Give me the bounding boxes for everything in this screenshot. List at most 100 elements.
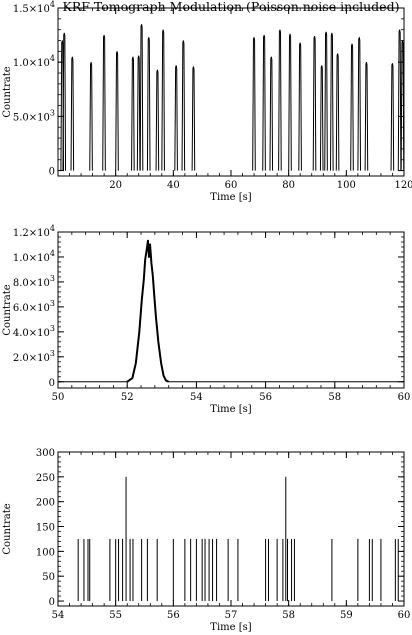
y-tick-mantissa: 2.0×10 bbox=[13, 353, 50, 364]
y-tick-mantissa: 100 bbox=[36, 547, 55, 558]
y-tick-label: 1.0×104 bbox=[13, 249, 55, 264]
x-tick-label: 58 bbox=[282, 610, 295, 621]
y-tick-mantissa: 300 bbox=[36, 448, 55, 459]
x-tick-label: 56 bbox=[259, 392, 272, 403]
y-tick-mantissa: 1.0×10 bbox=[13, 58, 50, 69]
y-tick-exponent: 3 bbox=[50, 324, 55, 333]
y-tick-label: 50 bbox=[42, 572, 55, 583]
pulse-spike bbox=[131, 56, 135, 171]
pulse-spike bbox=[102, 34, 106, 171]
panel-top: 20 40 60 80 100 12005.0×1031.0×1041.5×104Time… bbox=[2, 0, 412, 203]
pulse-spike bbox=[115, 51, 119, 171]
pulse-spike bbox=[312, 36, 317, 171]
y-tick-mantissa: 200 bbox=[36, 498, 55, 509]
x-tick-label: 40 bbox=[167, 180, 180, 191]
y-tick-label: 200 bbox=[36, 498, 55, 509]
x-tick-label: 120 bbox=[394, 180, 412, 191]
series-group bbox=[60, 24, 404, 171]
y-tick-mantissa: 6.0×10 bbox=[13, 303, 50, 314]
y-tick-exponent: 3 bbox=[50, 299, 55, 308]
pulse-spike bbox=[174, 65, 178, 171]
panel-bottom: 54 55 56 57 58 59 60 0 50 100 150 200 250 300 Time [s]… bbox=[2, 448, 410, 633]
y-tick-exponent: 3 bbox=[50, 349, 55, 358]
x-tick-label: 100 bbox=[337, 180, 356, 191]
y-tick-label: 8.0×103 bbox=[13, 274, 55, 289]
pulse-spike bbox=[390, 63, 395, 171]
y-tick-mantissa: 4.0×10 bbox=[13, 328, 50, 339]
y-tick-label: 1.5×104 bbox=[13, 0, 55, 15]
y-tick-mantissa: 8.0×10 bbox=[13, 278, 50, 289]
plot-frame bbox=[57, 231, 405, 389]
x-tick-label: 58 bbox=[328, 392, 341, 403]
y-tick-label: 1.2×104 bbox=[13, 224, 55, 239]
y-tick-label: 0 bbox=[49, 378, 55, 389]
x-tick-label: 54 bbox=[52, 610, 65, 621]
series-group bbox=[77, 476, 399, 602]
pulse-spike bbox=[146, 37, 151, 171]
pulse-spike bbox=[288, 33, 292, 171]
pulse-spike bbox=[181, 40, 186, 171]
y-tick-mantissa: 250 bbox=[36, 473, 55, 484]
y-tick-exponent: 3 bbox=[50, 274, 55, 283]
pulse-spike bbox=[330, 32, 334, 171]
pulse-spike bbox=[70, 56, 75, 171]
panel-middle: 50 52 54 56 58 6002.0×1034.0×1036.0×1038.0×10… bbox=[2, 224, 410, 415]
x-tick-label: 60 bbox=[398, 610, 411, 621]
x-tick-label: 54 bbox=[190, 392, 203, 403]
y-tick-exponent: 4 bbox=[50, 224, 55, 233]
y-tick-exponent: 4 bbox=[50, 54, 55, 63]
y-tick-exponent: 4 bbox=[50, 0, 55, 9]
pulse-spike bbox=[89, 62, 93, 171]
plot-frame bbox=[57, 7, 405, 177]
pulse-spike bbox=[357, 37, 362, 171]
pulse-spike bbox=[335, 53, 340, 171]
y-tick-mantissa: 5.0×10 bbox=[13, 112, 50, 123]
y-tick-mantissa: 0 bbox=[49, 167, 55, 178]
y-axis-label: Countrate bbox=[2, 503, 13, 554]
y-tick-label: 1.0×104 bbox=[13, 54, 55, 69]
x-tick-label: 50 bbox=[52, 392, 65, 403]
y-tick-mantissa: 1.2×10 bbox=[13, 228, 50, 239]
y-tick-label: 300 bbox=[36, 448, 55, 459]
y-tick-label: 100 bbox=[36, 547, 55, 558]
y-tick-exponent: 4 bbox=[50, 249, 55, 258]
pulse-spike bbox=[298, 42, 302, 171]
y-tick-mantissa: 150 bbox=[36, 523, 55, 534]
y-tick-mantissa: 1.0×10 bbox=[13, 253, 50, 264]
pulse-spike bbox=[161, 29, 165, 171]
x-tick-label: 56 bbox=[167, 610, 180, 621]
x-tick-label: 57 bbox=[225, 610, 238, 621]
pulse-spike bbox=[350, 43, 354, 171]
pulse-spike bbox=[262, 34, 266, 171]
x-tick-label: 60 bbox=[398, 392, 411, 403]
pulse-spike bbox=[191, 66, 196, 171]
x-tick-label: 52 bbox=[121, 392, 134, 403]
x-axis-label: Time [s] bbox=[210, 404, 251, 415]
pulse-spike bbox=[397, 29, 402, 171]
pulse-spike bbox=[62, 32, 67, 171]
y-tick-label: 150 bbox=[36, 523, 55, 534]
pulse-spike bbox=[252, 37, 256, 171]
pulse-spike bbox=[136, 55, 141, 171]
y-axis-label: Countrate bbox=[2, 66, 13, 117]
series-line bbox=[126, 239, 170, 383]
y-tick-label: 2.0×103 bbox=[13, 349, 55, 364]
pulse-spike bbox=[155, 69, 160, 171]
y-tick-mantissa: 50 bbox=[42, 572, 55, 583]
y-tick-label: 4.0×103 bbox=[13, 324, 55, 339]
y-axis-label: Countrate bbox=[2, 284, 13, 335]
x-tick-label: 80 bbox=[282, 180, 295, 191]
y-tick-label: 5.0×103 bbox=[13, 108, 55, 123]
y-tick-mantissa: 0 bbox=[49, 597, 55, 608]
y-tick-exponent: 3 bbox=[50, 108, 55, 117]
x-axis-label: Time [s] bbox=[210, 192, 251, 203]
x-axis-label: Time [s] bbox=[210, 622, 251, 633]
pulse-spike bbox=[364, 62, 369, 171]
pulse-spike bbox=[269, 56, 274, 171]
x-tick-label: 55 bbox=[109, 610, 122, 621]
y-tick-label: 6.0×103 bbox=[13, 299, 55, 314]
y-tick-mantissa: 1.5×10 bbox=[13, 4, 50, 15]
y-tick-label: 0 bbox=[49, 597, 55, 608]
pulse-spike bbox=[324, 31, 328, 171]
